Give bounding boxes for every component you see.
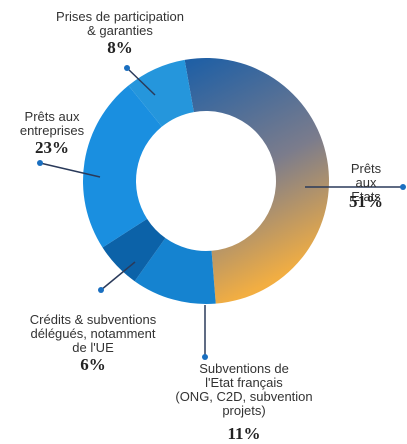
category-label: Prêts aux Etats [350, 161, 382, 204]
donut-segment [128, 59, 194, 127]
category-label: Subventions de l'Etat français (ONG, C2D… [175, 361, 313, 418]
leader-line [126, 67, 156, 96]
leader-dot [400, 184, 406, 190]
leader-line [39, 162, 101, 178]
donut-segment [102, 218, 166, 282]
donut-segment [134, 238, 216, 304]
leader-dot [202, 354, 208, 360]
value-label: 6% [80, 355, 106, 374]
leader-dot [37, 160, 43, 166]
leader-dot [124, 65, 130, 71]
value-label: 11% [227, 424, 261, 443]
category-label: Prises de participation & garanties [56, 9, 184, 38]
category-label: Crédits & subventions délégués, notammen… [29, 312, 157, 355]
leader-line [100, 261, 136, 291]
value-label: 23% [35, 138, 69, 157]
category-label: Prêts aux entreprises [19, 109, 85, 138]
leader-dot [98, 287, 104, 293]
donut-segment [184, 57, 330, 304]
value-label: 51% [349, 192, 383, 211]
value-label: 8% [107, 38, 133, 57]
donut-segment [82, 85, 162, 248]
